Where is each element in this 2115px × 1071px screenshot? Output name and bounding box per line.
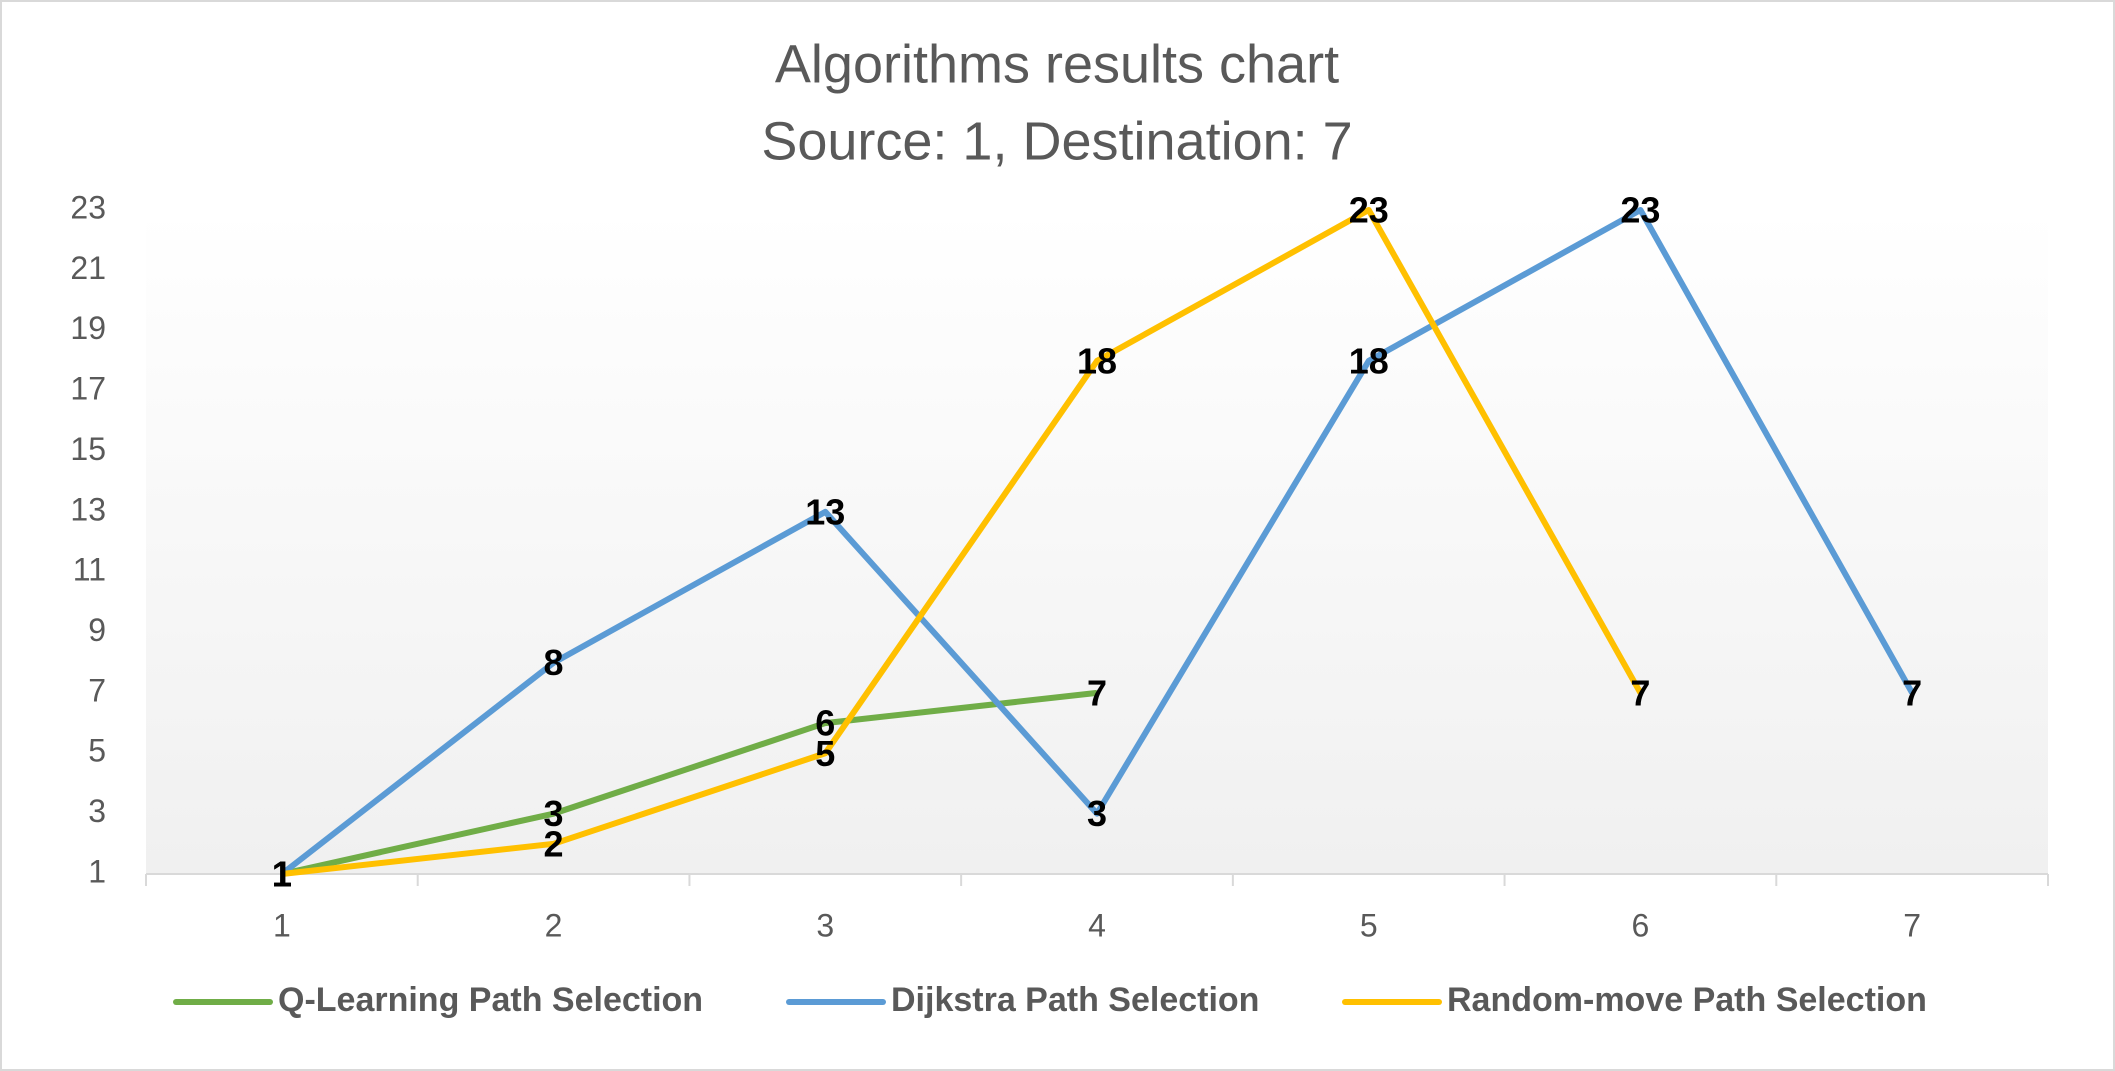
x-tick-label: 2 bbox=[545, 907, 563, 943]
x-tick-label: 5 bbox=[1360, 907, 1378, 943]
data-label: 7 bbox=[1087, 672, 1107, 713]
series-line bbox=[281, 207, 1644, 877]
plot-area bbox=[146, 210, 2048, 874]
y-tick-label: 7 bbox=[88, 672, 106, 708]
data-label: 7 bbox=[1630, 672, 1650, 713]
y-tick-label: 21 bbox=[70, 250, 106, 286]
y-tick-label: 11 bbox=[73, 552, 106, 588]
data-label: 18 bbox=[1349, 340, 1389, 381]
series-line bbox=[281, 689, 1098, 877]
x-tick-label: 3 bbox=[816, 907, 834, 943]
x-tick-label: 1 bbox=[273, 907, 291, 943]
y-tick-label: 19 bbox=[70, 310, 106, 346]
data-label: 23 bbox=[1620, 190, 1660, 231]
data-label: 3 bbox=[1087, 793, 1107, 834]
legend-label: Random-move Path Selection bbox=[1447, 981, 1927, 1019]
chart-subtitle: Source: 1, Destination: 7 bbox=[761, 111, 1352, 171]
data-label: 8 bbox=[544, 642, 564, 683]
data-label: 2 bbox=[544, 823, 564, 864]
x-tick-label: 7 bbox=[1903, 907, 1921, 943]
data-label: 1 bbox=[272, 854, 292, 895]
y-tick-label: 13 bbox=[70, 491, 106, 527]
data-label: 1 bbox=[272, 854, 292, 895]
data-label: 1 bbox=[272, 854, 292, 895]
series-line bbox=[280, 207, 1915, 877]
legend-label: Dijkstra Path Selection bbox=[891, 981, 1259, 1019]
y-tick-label: 3 bbox=[88, 793, 106, 829]
x-tick-label: 4 bbox=[1088, 907, 1106, 943]
data-label: 18 bbox=[1077, 340, 1117, 381]
y-tick-label: 5 bbox=[88, 733, 106, 769]
y-tick-label: 1 bbox=[88, 853, 106, 889]
legend-label: Q-Learning Path Selection bbox=[278, 981, 703, 1019]
y-tick-label: 9 bbox=[88, 612, 106, 648]
y-tick-label: 15 bbox=[70, 431, 106, 467]
data-label: 13 bbox=[805, 491, 845, 532]
x-tick-label: 6 bbox=[1632, 907, 1650, 943]
data-label: 6 bbox=[815, 703, 835, 744]
data-label: 23 bbox=[1349, 190, 1389, 231]
data-label: 7 bbox=[1902, 672, 1922, 713]
y-tick-label: 23 bbox=[70, 189, 106, 225]
data-label: 5 bbox=[815, 733, 835, 774]
data-label: 3 bbox=[544, 793, 564, 834]
chart-title: Algorithms results chart bbox=[775, 34, 1339, 94]
y-tick-label: 17 bbox=[70, 371, 106, 407]
